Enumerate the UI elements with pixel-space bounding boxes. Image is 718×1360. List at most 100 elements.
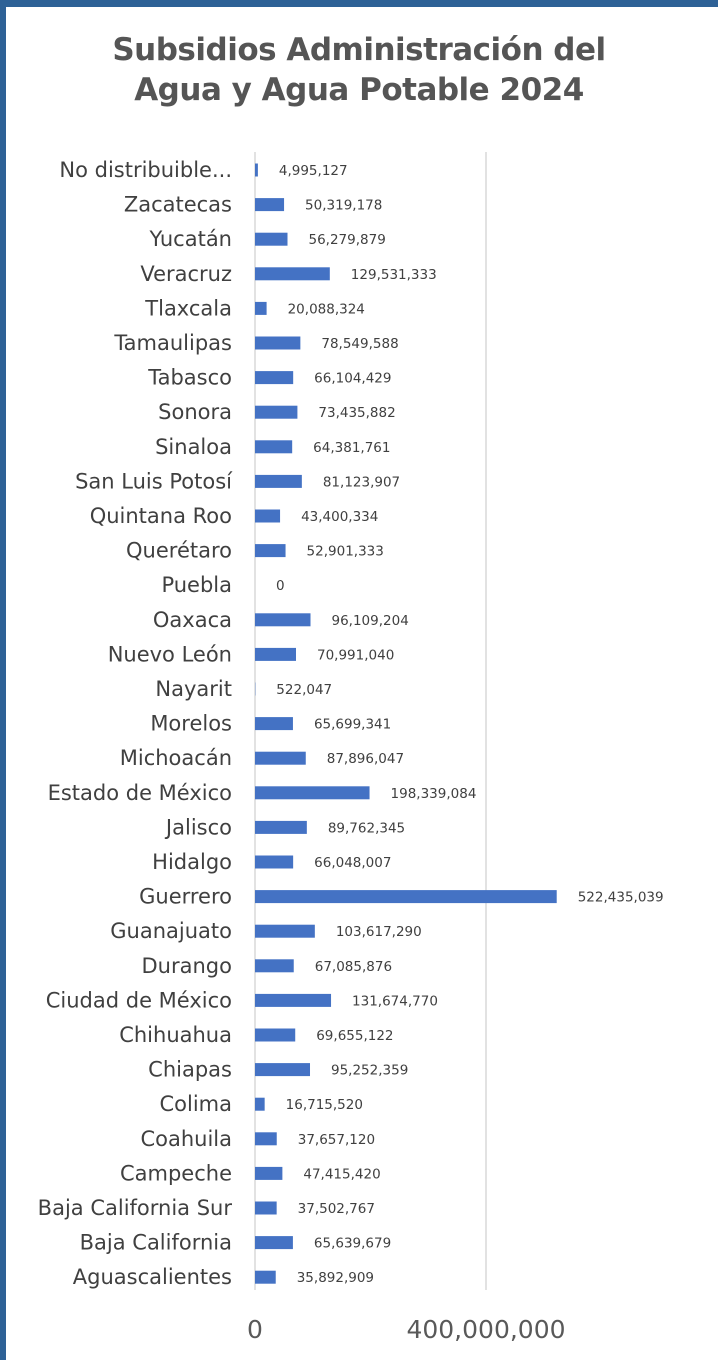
data-label: 89,762,345 [328, 820, 405, 836]
category-label: Veracruz [140, 262, 232, 286]
category-label: Sinaloa [155, 435, 232, 459]
data-label: 35,892,909 [297, 1270, 374, 1286]
chart-title: Subsidios Administración del Agua y Agua… [0, 30, 718, 110]
category-label: Durango [142, 954, 232, 978]
data-label: 0 [276, 578, 285, 594]
bar [255, 1097, 265, 1111]
bar [255, 232, 288, 246]
data-label: 4,995,127 [279, 163, 348, 179]
category-label: San Luis Potosí [75, 469, 233, 493]
bar [255, 474, 302, 488]
x-axis-tick-labels: 0 400,000,000 [247, 1315, 565, 1344]
data-label: 103,617,290 [336, 924, 422, 940]
category-label: Aguascalientes [73, 1265, 232, 1289]
data-label: 47,415,420 [303, 1166, 380, 1182]
bar [255, 1063, 311, 1077]
data-label: 56,279,879 [309, 232, 386, 248]
category-label: Tabasco [147, 366, 232, 390]
bars [255, 163, 557, 1284]
data-label: 64,381,761 [313, 440, 390, 456]
chart-title-line-2: Agua y Agua Potable 2024 [134, 72, 584, 108]
category-label: Zacatecas [124, 193, 232, 217]
data-label: 81,123,907 [323, 474, 400, 490]
bar [255, 890, 557, 904]
bar [255, 544, 286, 558]
bar [255, 647, 296, 661]
category-label: Baja California Sur [38, 1196, 233, 1220]
category-label: Nayarit [155, 677, 232, 701]
bar [255, 509, 281, 523]
data-label: 50,319,178 [305, 198, 382, 214]
category-label: Chiapas [148, 1058, 232, 1082]
category-label: Querétaro [126, 539, 232, 563]
bar [255, 786, 370, 800]
bar [255, 267, 330, 281]
category-label: Coahuila [140, 1127, 232, 1151]
bar [255, 163, 258, 177]
data-label: 67,085,876 [315, 959, 392, 975]
data-label: 20,088,324 [288, 301, 365, 317]
bar [255, 440, 293, 454]
bar [255, 1236, 293, 1250]
bar [255, 1166, 283, 1180]
bar [255, 855, 294, 869]
data-label: 65,639,679 [314, 1236, 391, 1252]
bar [255, 820, 307, 834]
category-label: Estado de México [48, 781, 232, 805]
category-label: Ciudad de México [46, 988, 232, 1012]
data-label: 70,991,040 [317, 647, 394, 663]
data-labels: 4,995,127 50,319,178 56,279,879 129,531,333… [276, 163, 664, 1286]
category-label: Colima [159, 1092, 232, 1116]
bar [255, 1132, 277, 1146]
data-label: 96,109,204 [332, 613, 409, 629]
bar [255, 198, 285, 212]
category-label: Quintana Roo [90, 504, 232, 528]
data-label: 65,699,341 [314, 717, 391, 733]
data-label: 522,435,039 [578, 890, 664, 906]
category-label: Michoacán [120, 746, 232, 770]
category-label: Guerrero [139, 885, 232, 909]
data-label: 37,502,767 [298, 1201, 375, 1217]
bar [255, 405, 298, 419]
category-label: Yucatán [148, 227, 232, 251]
category-labels: No distribuible... Zacatecas Yucatán Veracr… [38, 158, 233, 1289]
bar [255, 959, 294, 973]
data-label: 69,655,122 [316, 1028, 393, 1044]
bar [255, 751, 306, 765]
bar [255, 993, 332, 1007]
x-tick-label: 0 [247, 1315, 263, 1344]
chart-title-line-1: Subsidios Administración del [112, 32, 606, 68]
category-label: Tamaulipas [113, 331, 232, 355]
data-label: 52,901,333 [307, 544, 384, 560]
category-label: Hidalgo [152, 850, 232, 874]
bar [255, 1201, 277, 1215]
data-label: 131,674,770 [352, 993, 438, 1009]
x-tick-label: 400,000,000 [406, 1315, 565, 1344]
bar [255, 301, 267, 315]
data-label: 522,047 [276, 682, 332, 698]
category-label: Oaxaca [153, 608, 232, 632]
category-label: No distribuible... [59, 158, 232, 182]
data-label: 87,896,047 [327, 751, 404, 767]
category-label: Tlaxcala [144, 296, 232, 320]
data-label: 95,252,359 [331, 1063, 408, 1079]
data-label: 73,435,882 [318, 405, 395, 421]
category-label: Sonora [158, 400, 232, 424]
bar [255, 1270, 276, 1284]
category-label: Chihuahua [119, 1023, 232, 1047]
data-label: 37,657,120 [298, 1132, 375, 1148]
data-label: 66,104,429 [314, 371, 391, 387]
data-label: 78,549,588 [321, 336, 398, 352]
data-label: 16,715,520 [286, 1097, 363, 1113]
bar [255, 336, 301, 350]
data-label: 198,339,084 [391, 786, 477, 802]
category-label: Puebla [161, 573, 232, 597]
bar [255, 717, 293, 731]
category-label: Morelos [150, 712, 232, 736]
category-label: Nuevo León [108, 642, 232, 666]
data-label: 129,531,333 [351, 267, 437, 283]
data-label: 43,400,334 [301, 509, 378, 525]
bar [255, 924, 315, 938]
